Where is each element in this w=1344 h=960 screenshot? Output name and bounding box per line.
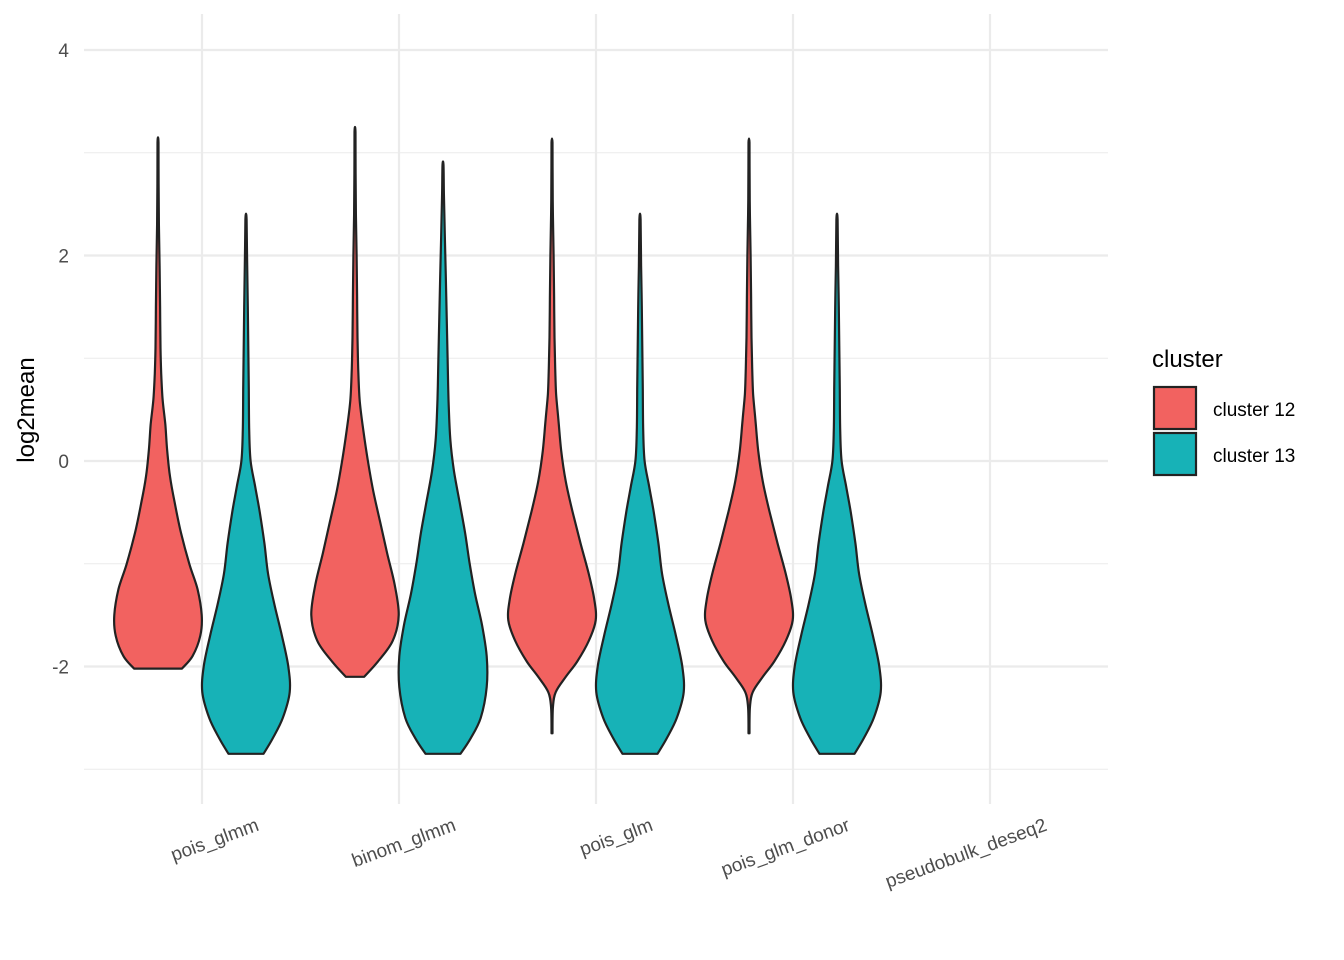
x-tick-label: binom_glmm <box>349 815 458 872</box>
violin-pois_glmm-cluster-12 <box>112 136 204 670</box>
legend-title: cluster <box>1152 346 1223 373</box>
x-tick-label: pseudobulk_deseq2 <box>883 815 1050 893</box>
violin-pois_glm_donor-cluster-12 <box>703 137 795 735</box>
y-tick-label: 4 <box>58 41 69 62</box>
legend-key-cluster-13 <box>1152 431 1198 477</box>
legend-key-cluster-12 <box>1152 385 1198 431</box>
violin-pois_glm-cluster-13 <box>594 212 686 755</box>
y-tick-label: 2 <box>58 247 69 268</box>
x-tick-label: pois_glm_donor <box>718 815 853 881</box>
x-tick-label: pois_glmm <box>168 815 262 866</box>
violin-pois_glmm-cluster-13 <box>200 212 292 755</box>
violin-layer <box>112 125 883 755</box>
y-axis-title: log2mean <box>13 357 40 462</box>
y-tick-label: -2 <box>52 658 69 679</box>
x-tick-label: pois_glm <box>577 815 656 861</box>
legend-label-cluster-12: cluster 12 <box>1213 400 1295 421</box>
violin-pois_glm-cluster-12 <box>506 137 598 735</box>
violin-pois_glm_donor-cluster-13 <box>791 212 883 755</box>
legend-label-cluster-13: cluster 13 <box>1213 446 1295 467</box>
violin-binom_glmm-cluster-12 <box>310 125 400 678</box>
violin-binom_glmm-cluster-13 <box>397 160 489 755</box>
y-tick-label: 0 <box>58 452 69 473</box>
legend: cluster cluster 12 cluster 13 <box>1152 346 1295 477</box>
